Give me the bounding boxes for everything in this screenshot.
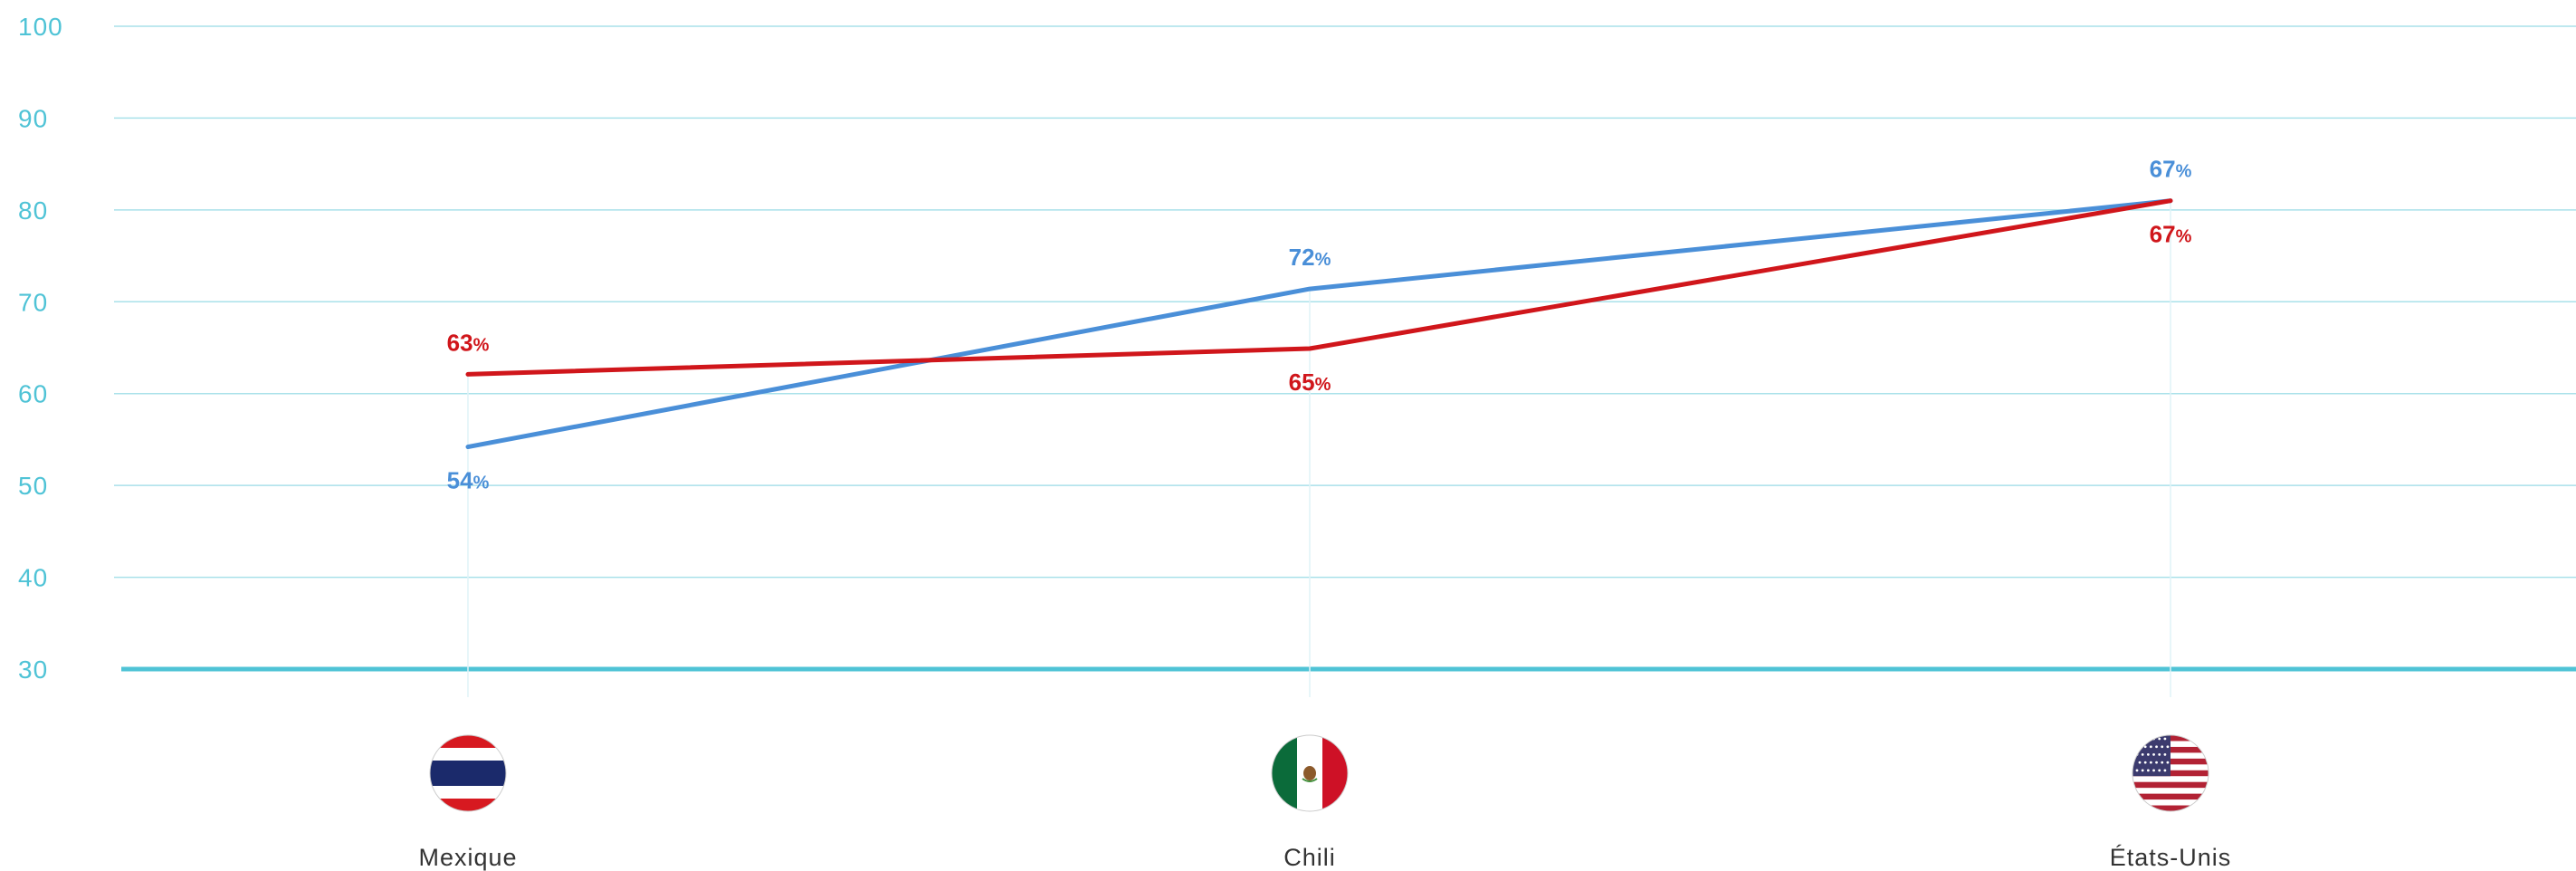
y-tick-label-90: 90 xyxy=(18,104,48,132)
category-guides xyxy=(467,200,2171,697)
category-flags xyxy=(429,734,2209,812)
y-tick-label-30: 30 xyxy=(18,656,48,684)
y-tick-label-80: 80 xyxy=(18,196,48,225)
y-tick-label-70: 70 xyxy=(18,288,48,316)
data-labels: 54% 72% 67% 63% 65% 67% xyxy=(447,156,2192,494)
data-label-s1-1: 65% xyxy=(1289,368,1331,396)
y-tick-label-60: 60 xyxy=(18,380,48,408)
grid-layer: 100 90 80 70 60 50 40 30 xyxy=(18,13,2576,684)
data-label-s0-1: 72% xyxy=(1289,244,1331,271)
series-line-1 xyxy=(465,198,2173,377)
data-label-s1-0: 63% xyxy=(447,329,490,356)
series-layer xyxy=(465,198,2173,450)
category-label-2: États-Unis xyxy=(2110,844,2232,871)
category-labels: Mexique Chili États-Unis xyxy=(418,844,2232,871)
data-label-s0-2: 67% xyxy=(2150,156,2192,183)
y-tick-label-40: 40 xyxy=(18,564,48,592)
y-tick-label-50: 50 xyxy=(18,472,48,500)
usa-flag-icon xyxy=(2132,734,2209,812)
series-line-0 xyxy=(465,198,2173,450)
mexico-flag-icon xyxy=(1271,734,1349,812)
category-label-1: Chili xyxy=(1283,844,1336,871)
data-label-s1-2: 67% xyxy=(2150,221,2192,248)
y-tick-label-100: 100 xyxy=(18,13,63,41)
thailand-flag-icon xyxy=(429,734,507,812)
category-label-0: Mexique xyxy=(418,844,517,871)
data-label-s0-0: 54% xyxy=(447,467,490,494)
